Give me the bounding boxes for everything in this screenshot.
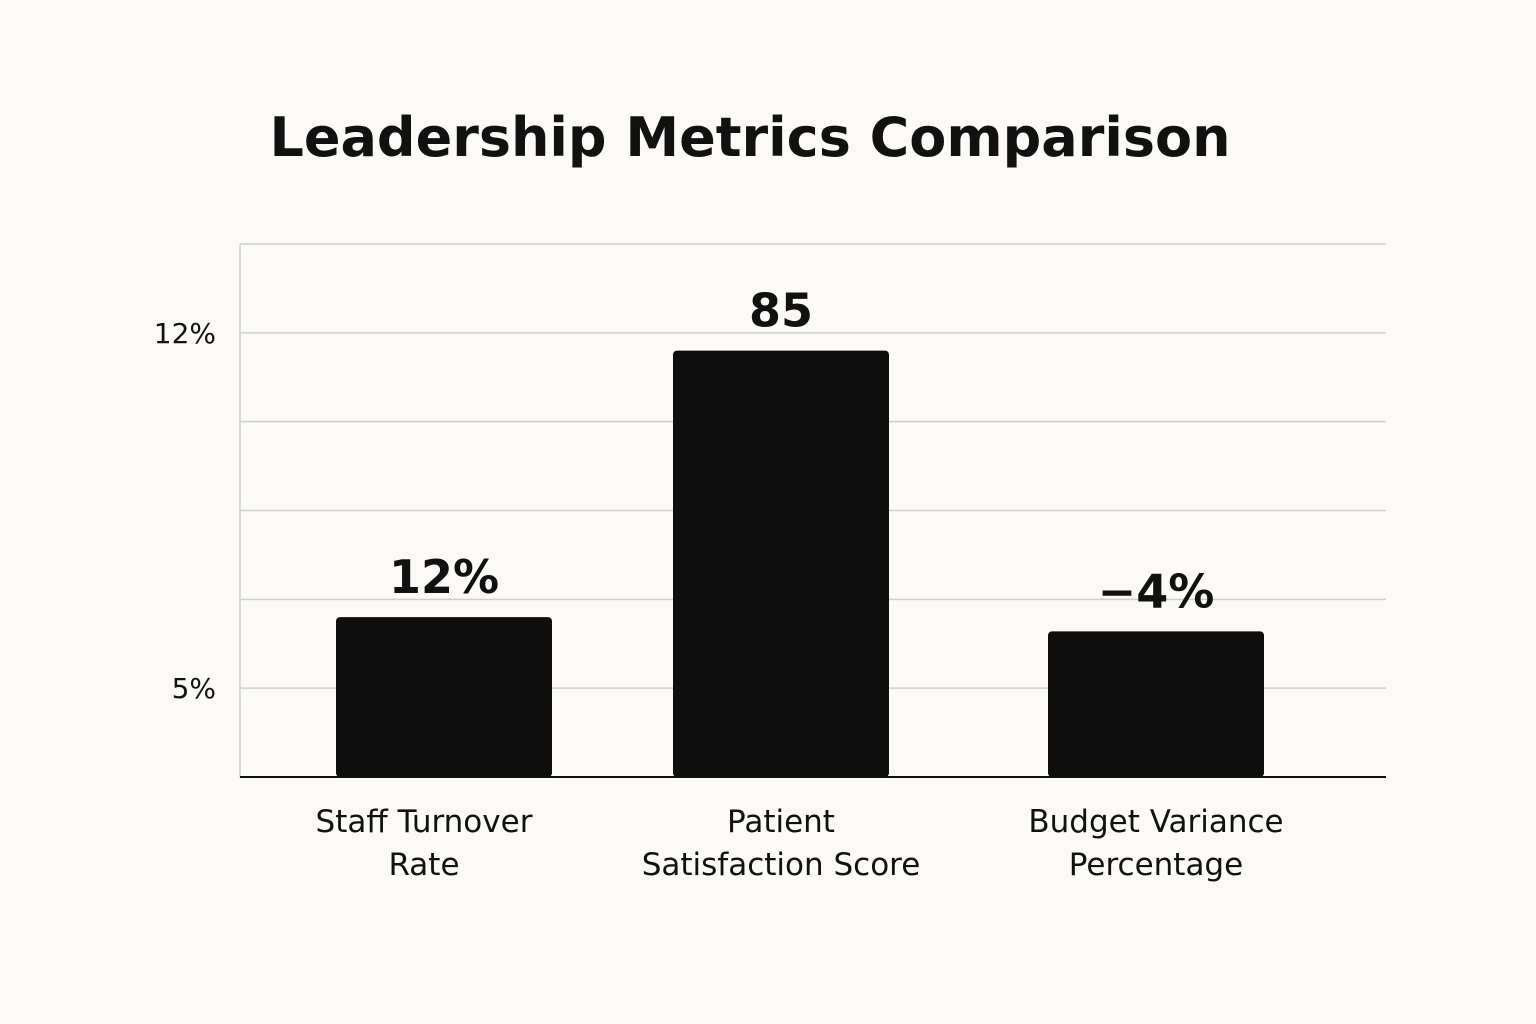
data-label-2: −4% [1098, 564, 1215, 618]
category-label-2: Budget Variance Percentage [1028, 804, 1283, 883]
category-label-0: Staff Turnover Rate [316, 804, 533, 883]
bar-1 [673, 350, 889, 777]
category-label-2-line-0: Budget Variance [1028, 804, 1283, 840]
category-label-2-line-1: Percentage [1069, 847, 1243, 883]
category-label-1-line-1: Satisfaction Score [642, 847, 921, 883]
data-labels: 12% 85 −4% [389, 284, 1214, 619]
category-label-1: Patient Satisfaction Score [642, 804, 921, 883]
category-label-1-line-0: Patient [727, 804, 835, 840]
y-tick-label-0: 5% [172, 672, 216, 705]
category-labels: Staff Turnover Rate Patient Satisfaction Sc… [316, 804, 1284, 883]
bar-2 [1048, 631, 1264, 777]
data-label-1: 85 [749, 284, 813, 338]
y-tick-label-1: 12% [154, 317, 216, 350]
category-label-0-line-1: Rate [388, 847, 459, 883]
bars [336, 350, 1264, 777]
chart-title: Leadership Metrics Comparison [269, 106, 1230, 169]
data-label-0: 12% [389, 550, 499, 604]
category-label-0-line-0: Staff Turnover [316, 804, 533, 840]
bar-0 [336, 617, 552, 777]
y-axis-tick-labels: 5% 12% [154, 317, 216, 705]
